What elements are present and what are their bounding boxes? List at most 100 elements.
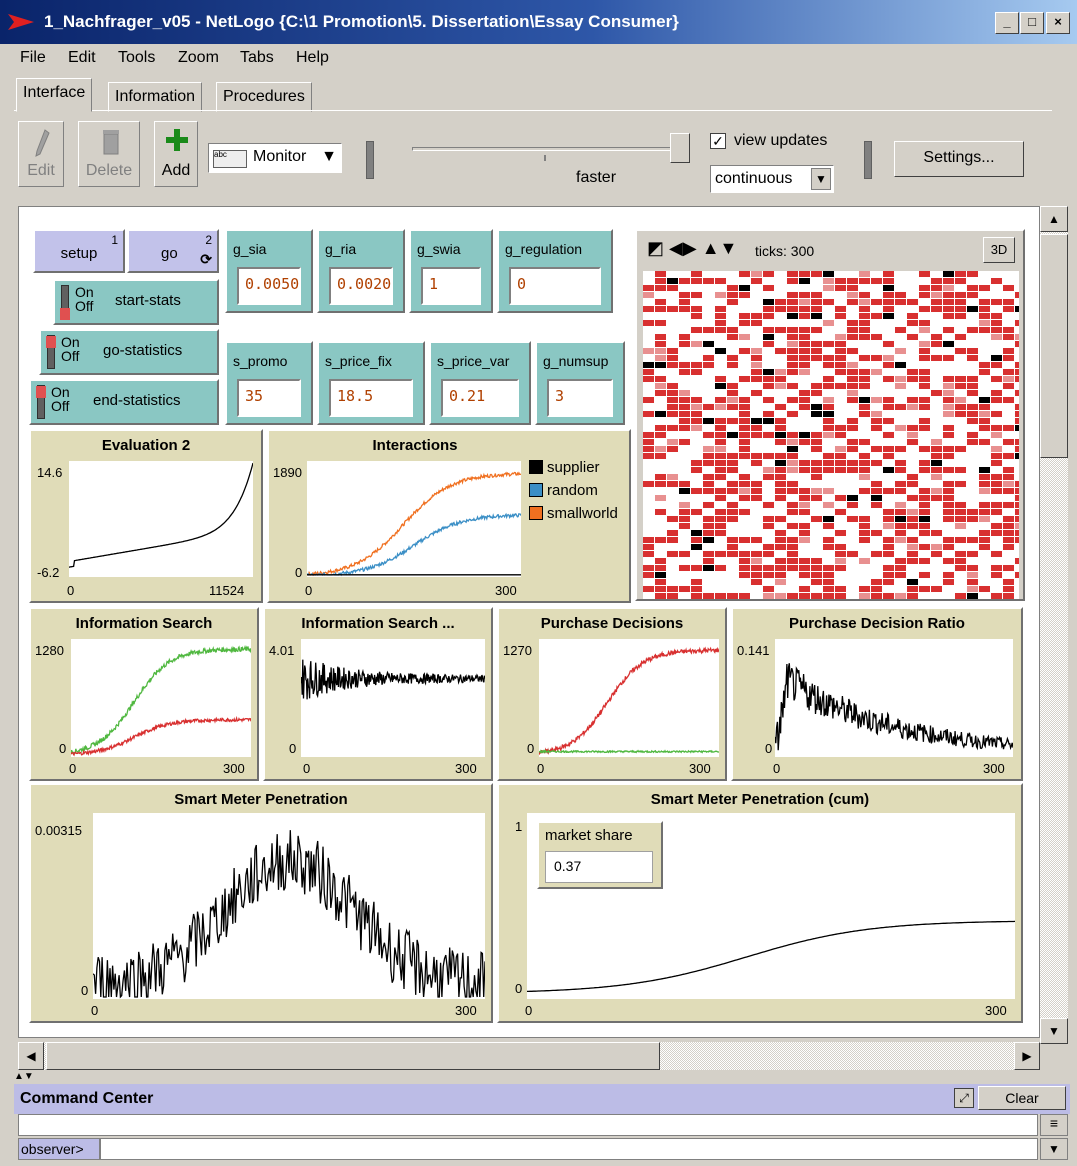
patch bbox=[871, 502, 882, 508]
patch bbox=[943, 446, 954, 452]
3d-button[interactable]: 3D bbox=[983, 237, 1015, 263]
input-field[interactable]: 0.0020 bbox=[329, 267, 393, 305]
patch bbox=[739, 292, 750, 298]
patch bbox=[871, 411, 882, 417]
patch bbox=[823, 271, 834, 277]
input-field[interactable]: 18.5 bbox=[329, 379, 413, 417]
patch bbox=[1003, 306, 1014, 312]
minimize-button[interactable]: _ bbox=[995, 12, 1019, 34]
scroll-right-icon[interactable]: ▶ bbox=[1014, 1042, 1040, 1070]
menu-tools[interactable]: Tools bbox=[118, 49, 156, 66]
vertical-scrollbar[interactable]: ▲ ▼ bbox=[1040, 206, 1068, 1044]
scroll-up-icon[interactable]: ▲ bbox=[1040, 206, 1068, 232]
view-updates-checkbox[interactable]: ✓ bbox=[710, 133, 726, 149]
patch bbox=[883, 299, 894, 305]
input-field[interactable]: 35 bbox=[237, 379, 301, 417]
chevron-down-icon[interactable]: ▼ bbox=[1040, 1138, 1068, 1160]
input-field[interactable]: 3 bbox=[547, 379, 613, 417]
patch bbox=[931, 495, 942, 501]
patch bbox=[787, 355, 798, 361]
patch bbox=[703, 537, 714, 543]
add-button[interactable]: Add bbox=[154, 121, 198, 187]
patch bbox=[835, 558, 846, 564]
widget-type-dropdown[interactable]: abc Monitor ▼ bbox=[208, 143, 342, 173]
tab-procedures[interactable]: Procedures bbox=[216, 82, 312, 112]
scroll-left-icon[interactable]: ◀ bbox=[18, 1042, 44, 1070]
patch bbox=[823, 586, 834, 592]
patch bbox=[655, 348, 666, 354]
menu-file[interactable]: File bbox=[20, 49, 46, 66]
expand-icon[interactable]: ⤢ bbox=[954, 1088, 974, 1108]
patch bbox=[655, 334, 666, 340]
history-icon[interactable]: ≡ bbox=[1040, 1114, 1068, 1136]
patch bbox=[787, 453, 798, 459]
tab-interface[interactable]: Interface bbox=[16, 78, 93, 112]
patch bbox=[703, 593, 714, 599]
menu-help[interactable]: Help bbox=[296, 49, 329, 66]
patch bbox=[799, 460, 810, 466]
patch bbox=[715, 383, 726, 389]
input-field[interactable]: 0.0050 bbox=[237, 267, 301, 305]
input-field[interactable]: 1 bbox=[421, 267, 481, 305]
switch-toggle[interactable] bbox=[60, 285, 70, 320]
patch bbox=[799, 593, 810, 599]
edit-button[interactable]: Edit bbox=[18, 121, 64, 187]
switch-end-statistics[interactable]: On Off end-statistics bbox=[29, 379, 219, 425]
menu-edit[interactable]: Edit bbox=[68, 49, 96, 66]
patch bbox=[943, 299, 954, 305]
observer-prompt[interactable]: observer> bbox=[18, 1138, 100, 1160]
clear-button[interactable]: Clear bbox=[978, 1086, 1066, 1110]
input-field[interactable]: 0 bbox=[509, 267, 601, 305]
go-button[interactable]: 2 go ⟳ bbox=[127, 229, 219, 273]
scroll-thumb[interactable] bbox=[1040, 234, 1068, 458]
patch bbox=[883, 397, 894, 403]
menu-tabs[interactable]: Tabs bbox=[240, 49, 274, 66]
patch bbox=[739, 418, 750, 424]
input-field[interactable]: 0.21 bbox=[441, 379, 519, 417]
delete-button[interactable]: Delete bbox=[78, 121, 140, 187]
patch bbox=[1003, 537, 1014, 543]
patch bbox=[907, 320, 918, 326]
patch bbox=[751, 376, 762, 382]
menu-zoom[interactable]: Zoom bbox=[178, 49, 219, 66]
patch bbox=[835, 348, 846, 354]
patch bbox=[883, 572, 894, 578]
patch bbox=[943, 579, 954, 585]
update-mode-dropdown[interactable]: continuous ▼ bbox=[710, 165, 834, 193]
patch bbox=[859, 523, 870, 529]
patch bbox=[751, 355, 762, 361]
switch-toggle[interactable] bbox=[46, 335, 56, 369]
world-patches[interactable] bbox=[643, 271, 1019, 599]
settings-button[interactable]: Settings... bbox=[894, 141, 1024, 177]
patch bbox=[883, 446, 894, 452]
title-bar: 1_Nachfrager_v05 - NetLogo {C:\1 Promoti… bbox=[0, 0, 1077, 44]
patch bbox=[907, 404, 918, 410]
switch-go-statistics[interactable]: On Off go-statistics bbox=[39, 329, 219, 375]
maximize-button[interactable]: □ bbox=[1020, 12, 1044, 34]
patch bbox=[655, 558, 666, 564]
splitter-arrows-icon[interactable]: ▲▼ bbox=[14, 1071, 34, 1082]
patch bbox=[895, 376, 906, 382]
horizontal-scrollbar[interactable]: ◀ ▶ bbox=[18, 1042, 1040, 1070]
patch bbox=[943, 502, 954, 508]
speed-slider-track[interactable] bbox=[412, 147, 682, 151]
patch bbox=[919, 271, 930, 277]
patch bbox=[667, 516, 678, 522]
scroll-thumb[interactable] bbox=[46, 1042, 660, 1070]
switch-toggle[interactable] bbox=[36, 385, 46, 419]
scroll-down-icon[interactable]: ▼ bbox=[1040, 1018, 1068, 1044]
command-input[interactable] bbox=[100, 1138, 1038, 1160]
close-button[interactable]: × bbox=[1046, 12, 1070, 34]
patch bbox=[691, 586, 702, 592]
speed-slider-handle[interactable] bbox=[670, 133, 690, 163]
patch bbox=[991, 446, 1002, 452]
tab-information[interactable]: Information bbox=[108, 82, 203, 112]
separator bbox=[864, 141, 872, 179]
patch bbox=[823, 425, 834, 431]
switch-start-stats[interactable]: On Off start-stats bbox=[53, 279, 219, 325]
patch bbox=[943, 292, 954, 298]
patch bbox=[727, 418, 738, 424]
setup-button[interactable]: 1 setup bbox=[33, 229, 125, 273]
patch bbox=[835, 341, 846, 347]
patch bbox=[787, 341, 798, 347]
